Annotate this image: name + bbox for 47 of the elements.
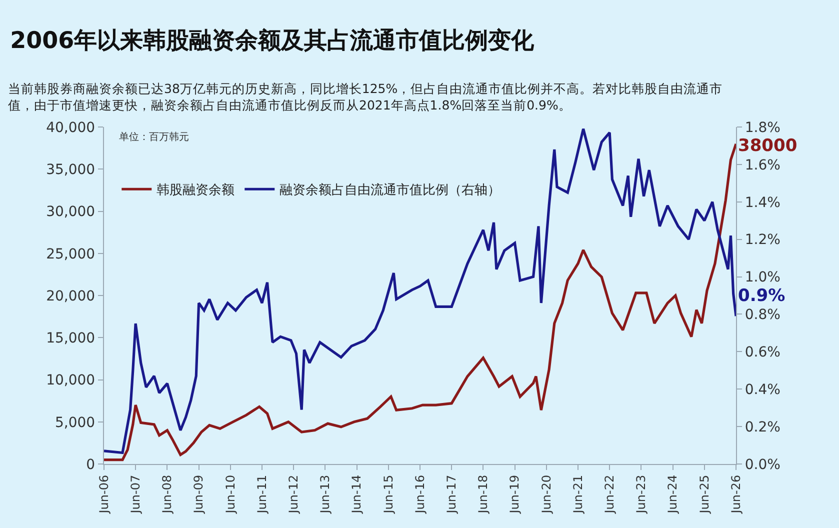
y2-tick-label: 0.4% — [744, 382, 780, 398]
y-tick-label: 35,000 — [46, 162, 96, 178]
legend-label: 韩股融资余额 — [156, 183, 235, 198]
y2-tick-label: 0.6% — [744, 344, 780, 361]
x-tick-label: Jun-23 — [634, 474, 648, 514]
x-tick-label: Jun-10 — [223, 474, 238, 514]
x-tick-label: Jun-06 — [96, 474, 111, 514]
y2-tick-label: 1.4% — [744, 194, 780, 211]
x-tick-label: Jun-11 — [254, 474, 269, 514]
x-tick-label: Jun-18 — [476, 474, 490, 514]
y2-tick-label: 0.8% — [744, 307, 780, 324]
y2-tick-label: 1.2% — [744, 232, 780, 248]
y-tick-label: 40,000 — [46, 120, 96, 136]
x-tick-label: Jun-17 — [444, 474, 459, 514]
y2-tick-label: 0.0% — [744, 456, 780, 473]
text: 38000 — [738, 136, 798, 156]
x-tick-label: Jun-16 — [412, 474, 427, 514]
y-tick-label: 0 — [86, 456, 96, 473]
y2-tick-label: 1.6% — [744, 157, 780, 174]
x-tick-label: Jun-25 — [697, 474, 712, 514]
x-tick-label: Jun-19 — [508, 474, 522, 514]
x-tick-label: Jun-07 — [128, 474, 142, 514]
annotation: 单位：百万韩元 — [119, 131, 189, 143]
x-tick-label: Jun-12 — [286, 474, 301, 514]
y-tick-label: 15,000 — [46, 330, 96, 347]
y-tick-label: 10,000 — [46, 372, 96, 389]
x-tick-label: Jun-14 — [350, 474, 364, 514]
x-tick-label: Jun-21 — [570, 474, 585, 514]
legend-label: 融资余额占自由流通市值比例（右轴） — [280, 182, 501, 198]
x-tick-label: Jun-15 — [381, 474, 396, 514]
y-tick-label: 20,000 — [46, 288, 96, 304]
y-tick-label: 25,000 — [46, 246, 96, 262]
chart-title: 2006年以来韩股融资余额及其占流通市值比例变化 — [10, 26, 536, 54]
text: 0.9% — [738, 286, 786, 306]
x-tick-label: Jun-08 — [160, 474, 174, 514]
x-tick-label: Jun-13 — [318, 474, 332, 514]
y-tick-label: 5,000 — [55, 414, 96, 431]
x-tick-label: Jun-09 — [192, 474, 206, 514]
y2-tick-label: 1.8% — [744, 120, 780, 136]
x-tick-label: Jun-26 — [728, 474, 743, 514]
y-tick-label: 30,000 — [46, 204, 96, 220]
x-tick-label: Jun-20 — [539, 474, 554, 514]
y2-tick-label: 1.0% — [744, 270, 780, 286]
x-tick-label: Jun-24 — [666, 474, 680, 514]
chart-subtitle: 当前韩股券商融资余额已达38万亿韩元的历史新高，同比增长125%，但占自由流通市值比例并不高。若对比韩股自由流通市值，由于市值增速更快，融资余额占自由流通市值比例反而从2021年高点1.8%回落至当前0.9%。 — [8, 81, 723, 112]
x-tick-label: Jun-22 — [602, 474, 616, 514]
y2-tick-label: 0.2% — [744, 419, 780, 436]
